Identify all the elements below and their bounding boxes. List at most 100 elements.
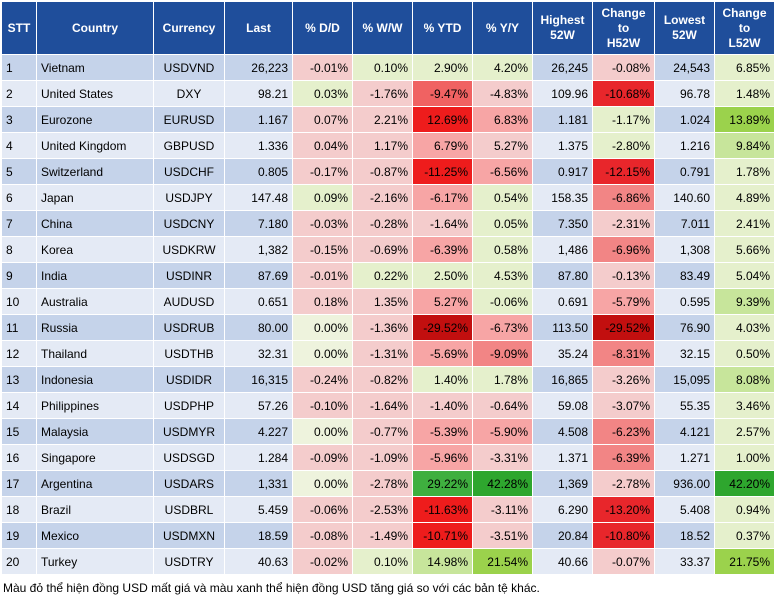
cell-high52: 59.08 xyxy=(532,392,593,419)
cell-low52: 1,308 xyxy=(654,236,715,263)
header-ww[interactable]: % W/W xyxy=(352,1,413,55)
table-row[interactable]: 19 Mexico USDMXN 18.59 -0.08% -1.49% -10.71% -3… xyxy=(1,522,775,549)
cell-stt: 17 xyxy=(1,470,37,497)
cell-change-h52: -13.20% xyxy=(592,496,655,523)
header-currency[interactable]: Currency xyxy=(153,1,225,55)
table-row[interactable]: 17 Argentina USDARS 1,331 0.00% -2.78% 29.22% 4… xyxy=(1,470,775,497)
header-last[interactable]: Last xyxy=(224,1,293,55)
cell-dd: -0.02% xyxy=(292,548,353,575)
table-row[interactable]: 13 Indonesia USDIDR 16,315 -0.24% -0.82% 1.40%… xyxy=(1,366,775,393)
cell-high52: 4.508 xyxy=(532,418,593,445)
cell-stt: 2 xyxy=(1,80,37,107)
table-row[interactable]: 4 United Kingdom GBPUSD 1.336 0.04% 1.17% 6.79… xyxy=(1,132,775,159)
header-change-l52-line2: to xyxy=(738,20,751,35)
cell-high52: 113.50 xyxy=(532,314,593,341)
header-high52[interactable]: Highest 52W xyxy=(532,1,593,55)
cell-stt: 3 xyxy=(1,106,37,133)
cell-country: Thailand xyxy=(36,340,154,367)
header-ytd[interactable]: % YTD xyxy=(412,1,473,55)
cell-dd: 0.09% xyxy=(292,184,353,211)
cell-change-h52: -6.86% xyxy=(592,184,655,211)
cell-country: China xyxy=(36,210,154,237)
cell-change-l52: 0.50% xyxy=(714,340,775,367)
table-row[interactable]: 6 Japan USDJPY 147.48 0.09% -2.16% -6.17% 0.54%… xyxy=(1,184,775,211)
cell-yy: 21.54% xyxy=(472,548,533,575)
table-row[interactable]: 11 Russia USDRUB 80.00 0.00% -1.36% -29.52% -6.… xyxy=(1,314,775,341)
table-header: STT Country Currency Last % D/D % W/W % … xyxy=(1,1,775,55)
cell-low52: 0.791 xyxy=(654,158,715,185)
table-row[interactable]: 2 United States DXY 98.21 0.03% -1.76% -9.47% -… xyxy=(1,80,775,107)
cell-ytd: 12.69% xyxy=(412,106,473,133)
cell-yy: -3.51% xyxy=(472,522,533,549)
cell-last: 5.459 xyxy=(224,496,293,523)
cell-yy: -4.83% xyxy=(472,80,533,107)
cell-change-h52: -29.52% xyxy=(592,314,655,341)
header-yy[interactable]: % Y/Y xyxy=(472,1,533,55)
table-row[interactable]: 12 Thailand USDTHB 32.31 0.00% -1.31% -5.69% -9… xyxy=(1,340,775,367)
cell-ytd: 2.50% xyxy=(412,262,473,289)
cell-yy: 4.20% xyxy=(472,54,533,81)
cell-country: Vietnam xyxy=(36,54,154,81)
header-low52-line1: Lowest xyxy=(663,13,706,27)
table-row[interactable]: 20 Turkey USDTRY 40.63 -0.02% 0.10% 14.98% 21.5… xyxy=(1,548,775,575)
cell-change-l52: 13.89% xyxy=(714,106,775,133)
table-row[interactable]: 10 Australia AUDUSD 0.651 0.18% 1.35% 5.27% -0.… xyxy=(1,288,775,315)
header-low52-line2: 52W xyxy=(672,28,697,42)
cell-stt: 7 xyxy=(1,210,37,237)
cell-high52: 158.35 xyxy=(532,184,593,211)
cell-change-h52: -0.08% xyxy=(592,54,655,81)
cell-change-h52: -6.96% xyxy=(592,236,655,263)
cell-currency: AUDUSD xyxy=(153,288,225,315)
header-stt[interactable]: STT xyxy=(1,1,37,55)
cell-last: 80.00 xyxy=(224,314,293,341)
cell-ytd: -1.64% xyxy=(412,210,473,237)
cell-country: Mexico xyxy=(36,522,154,549)
cell-ytd: 1.40% xyxy=(412,366,473,393)
cell-change-l52: 1.78% xyxy=(714,158,775,185)
header-country[interactable]: Country xyxy=(36,1,154,55)
currency-table: STT Country Currency Last % D/D % W/W % … xyxy=(1,1,775,575)
table-row[interactable]: 1 Vietnam USDVND 26,223 -0.01% 0.10% 2.90% 4.20… xyxy=(1,54,775,81)
cell-change-h52: -8.31% xyxy=(592,340,655,367)
cell-change-h52: -2.31% xyxy=(592,210,655,237)
table-row[interactable]: 3 Eurozone EURUSD 1.167 0.07% 2.21% 12.69% 6.83… xyxy=(1,106,775,133)
cell-ytd: 2.90% xyxy=(412,54,473,81)
cell-currency: USDKRW xyxy=(153,236,225,263)
cell-low52: 4.121 xyxy=(654,418,715,445)
cell-last: 40.63 xyxy=(224,548,293,575)
header-change-h52-line1: Change xyxy=(601,5,646,20)
cell-yy: -6.56% xyxy=(472,158,533,185)
table-row[interactable]: 18 Brazil USDBRL 5.459 -0.06% -2.53% -11.63% -3… xyxy=(1,496,775,523)
header-change-h52[interactable]: Change to H52W xyxy=(592,1,655,55)
cell-ww: 0.22% xyxy=(352,262,413,289)
cell-last: 16,315 xyxy=(224,366,293,393)
cell-yy: 1.78% xyxy=(472,366,533,393)
header-change-l52[interactable]: Change to L52W xyxy=(714,1,775,55)
cell-ytd: -10.71% xyxy=(412,522,473,549)
cell-currency: EURUSD xyxy=(153,106,225,133)
cell-currency: USDTHB xyxy=(153,340,225,367)
cell-change-h52: -2.78% xyxy=(592,470,655,497)
cell-country: United States xyxy=(36,80,154,107)
table-row[interactable]: 14 Philippines USDPHP 57.26 -0.10% -1.64% -1.4… xyxy=(1,392,775,419)
table-row[interactable]: 8 Korea USDKRW 1,382 -0.15% -0.69% -6.39% 0.58%… xyxy=(1,236,775,263)
cell-ytd: -5.69% xyxy=(412,340,473,367)
cell-currency: GBPUSD xyxy=(153,132,225,159)
table-row[interactable]: 16 Singapore USDSGD 1.284 -0.09% -1.09% -5.96%… xyxy=(1,444,775,471)
cell-stt: 8 xyxy=(1,236,37,263)
cell-currency: USDIDR xyxy=(153,366,225,393)
header-dd[interactable]: % D/D xyxy=(292,1,353,55)
cell-stt: 1 xyxy=(1,54,37,81)
cell-high52: 16,865 xyxy=(532,366,593,393)
table-row[interactable]: 15 Malaysia USDMYR 4.227 0.00% -0.77% -5.39% -5… xyxy=(1,418,775,445)
cell-low52: 1.216 xyxy=(654,132,715,159)
header-low52[interactable]: Lowest 52W xyxy=(654,1,715,55)
table-row[interactable]: 9 India USDINR 87.69 -0.01% 0.22% 2.50% 4.53% 87… xyxy=(1,262,775,289)
cell-dd: 0.00% xyxy=(292,418,353,445)
cell-currency: USDARS xyxy=(153,470,225,497)
cell-low52: 83.49 xyxy=(654,262,715,289)
table-row[interactable]: 7 China USDCNY 7.180 -0.03% -0.28% -1.64% 0.05%… xyxy=(1,210,775,237)
cell-high52: 1,369 xyxy=(532,470,593,497)
cell-high52: 1.375 xyxy=(532,132,593,159)
table-row[interactable]: 5 Switzerland USDCHF 0.805 -0.17% -0.87% -11.2… xyxy=(1,158,775,185)
